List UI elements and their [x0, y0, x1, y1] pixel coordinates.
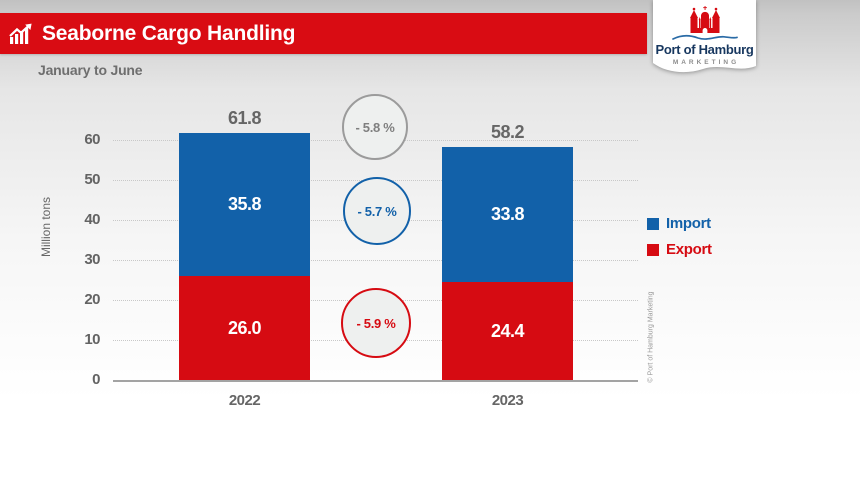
y-tick-40: 40	[84, 211, 100, 228]
x-label-2022: 2022	[228, 392, 261, 409]
x-axis-line	[113, 380, 638, 382]
chart-subtitle: January to June	[38, 62, 143, 78]
logo-division-text: MARKETING	[672, 59, 740, 66]
import-swatch	[647, 217, 659, 230]
import-segment-2022: 35.8	[179, 132, 310, 276]
change-badge-import: - 5.7 %	[343, 177, 411, 245]
total-label-2023: 58.2	[490, 122, 525, 143]
change-export-label: - 5.9 %	[356, 315, 396, 331]
export-value-2022: 26.0	[227, 317, 262, 338]
change-total-label: - 5.8 %	[355, 119, 395, 135]
legend: Import Export	[647, 215, 712, 267]
port-of-hamburg-logo: Port of Hamburg MARKETING	[653, 0, 756, 82]
change-import-label: - 5.7 %	[357, 203, 397, 219]
change-badge-total: - 5.8 %	[342, 94, 408, 160]
legend-item-export: Export	[647, 241, 712, 258]
import-value-2022: 35.8	[227, 193, 262, 214]
logo-brand-text: Port of Hamburg	[655, 42, 754, 57]
y-tick-20: 20	[84, 291, 100, 308]
y-tick-10: 10	[84, 331, 100, 348]
hamburg-castle-icon	[689, 6, 720, 33]
logo-badge-shape	[653, 0, 756, 73]
page-title: Seaborne Cargo Handling	[42, 21, 296, 45]
bar-2022: 61.8 35.8 26.0	[179, 108, 310, 380]
import-segment-2023: 33.8	[442, 147, 573, 283]
y-tick-60: 60	[84, 131, 100, 148]
export-segment-2022: 26.0	[179, 276, 310, 380]
export-segment-2023: 24.4	[442, 282, 573, 380]
gridline-30	[113, 260, 638, 261]
y-axis-title: Million tons	[39, 196, 53, 258]
legend-item-import: Import	[647, 215, 712, 232]
bar-2023: 58.2 33.8 24.4	[442, 122, 573, 380]
legend-import-label: Import	[666, 215, 711, 232]
export-value-2023: 24.4	[490, 320, 525, 341]
y-tick-30: 30	[84, 251, 100, 268]
chart-trend-icon	[9, 23, 32, 44]
y-tick-50: 50	[84, 171, 100, 188]
y-tick-0: 0	[92, 371, 100, 388]
total-label-2022: 61.8	[227, 107, 262, 128]
x-label-2023: 2023	[491, 392, 524, 409]
export-swatch	[647, 243, 659, 256]
wave-icon	[671, 34, 738, 40]
import-value-2023: 33.8	[490, 204, 525, 225]
title-banner: Seaborne Cargo Handling	[0, 13, 647, 54]
change-badge-export: - 5.9 %	[341, 288, 411, 358]
legend-export-label: Export	[666, 241, 712, 258]
copyright-text: © Port of Hamburg Marketing	[647, 291, 655, 383]
